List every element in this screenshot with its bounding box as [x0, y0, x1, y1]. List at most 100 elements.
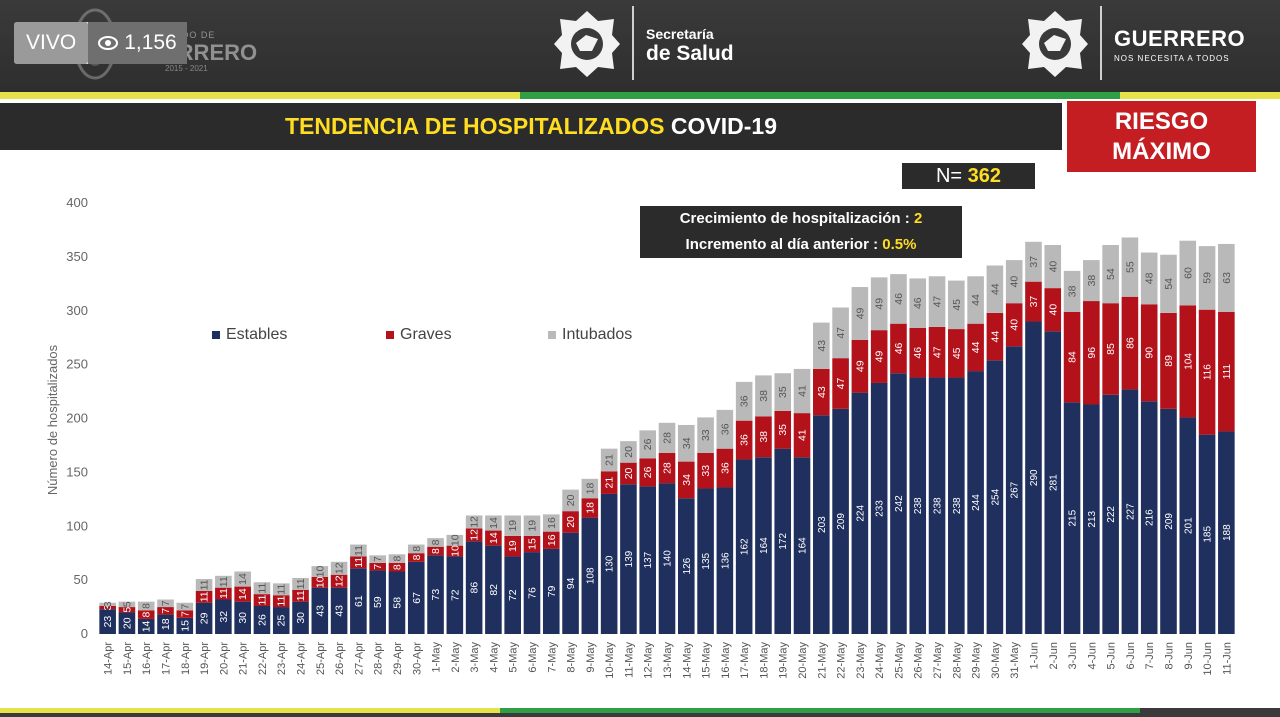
data-label: 172 — [778, 533, 789, 550]
bar-graves — [465, 528, 483, 542]
bar-estables — [465, 541, 483, 634]
footer-stripe — [0, 708, 500, 713]
bar-graves — [388, 562, 406, 572]
x-tick-label: 4-May — [488, 642, 500, 673]
data-label: 34 — [681, 474, 693, 486]
data-label: 244 — [971, 494, 982, 511]
data-label: 40 — [1009, 319, 1021, 331]
viewer-count: 1,156 — [88, 22, 187, 64]
risk-line1: RIESGO — [1114, 108, 1209, 135]
bar-intubados — [176, 602, 194, 611]
bar-intubados — [1083, 260, 1100, 302]
bar-estables — [176, 617, 194, 634]
x-tick-label: 25-Apr — [315, 642, 327, 675]
bar-graves — [253, 594, 271, 606]
bar-graves — [215, 587, 232, 600]
bar-intubados — [504, 515, 521, 536]
bar-intubados — [986, 265, 1004, 313]
bar-estables — [99, 609, 116, 634]
data-label: 40 — [1047, 261, 1059, 273]
data-label: 11 — [353, 545, 365, 556]
bar-intubados — [1121, 237, 1139, 297]
data-label: 227 — [1125, 503, 1136, 520]
y-tick-label: 400 — [66, 195, 88, 210]
x-tick-label: 22-Apr — [257, 642, 269, 675]
data-label: 11 — [199, 579, 211, 590]
data-label: 20 — [623, 467, 635, 479]
data-label: 104 — [1183, 353, 1194, 370]
data-label: 43 — [816, 386, 828, 398]
data-label: 41 — [797, 385, 809, 397]
bar-graves — [176, 610, 194, 618]
data-label: 44 — [989, 331, 1001, 343]
data-label: 29 — [199, 612, 211, 624]
bar-intubados — [369, 555, 386, 563]
bar-intubados — [677, 424, 695, 462]
data-label: 5 — [121, 601, 133, 607]
bar-graves — [1025, 281, 1042, 322]
x-tick-label: 7-Jun — [1144, 642, 1156, 670]
data-label: 28 — [662, 432, 674, 444]
increment-value: 0.5% — [882, 236, 917, 253]
data-label: 136 — [720, 552, 731, 569]
data-label: 40 — [1047, 304, 1059, 316]
data-label: 61 — [353, 595, 365, 607]
data-label: 11 — [256, 583, 268, 594]
bar-intubados — [137, 601, 155, 611]
data-label: 20 — [565, 516, 577, 528]
x-tick-label: 24-Apr — [296, 642, 308, 675]
data-label: 26 — [256, 614, 268, 626]
x-tick-label: 14-May — [681, 642, 693, 679]
data-label: 238 — [933, 497, 944, 514]
x-tick-label: 2-May — [450, 642, 462, 673]
x-tick-label: 6-May — [527, 642, 539, 673]
x-tick-label: 16-Apr — [141, 642, 153, 675]
x-tick-label: 29-Apr — [392, 642, 404, 675]
x-tick-label: 18-May — [758, 642, 770, 679]
data-label: 44 — [989, 283, 1001, 295]
data-label: 238 — [913, 497, 924, 514]
data-label: 209 — [1164, 513, 1175, 530]
data-label: 11 — [295, 578, 307, 589]
legend-estables: Estables — [212, 326, 287, 344]
data-label: 224 — [855, 505, 866, 522]
secretaria-line2: de Salud — [646, 42, 734, 65]
guerrero-seal-icon — [1022, 11, 1088, 77]
data-label: 203 — [817, 516, 828, 533]
data-label: 82 — [488, 584, 500, 596]
bar-graves — [118, 607, 136, 613]
x-tick-label: 8-Jun — [1163, 642, 1175, 670]
bar-intubados — [388, 554, 406, 563]
bar-intubados — [735, 381, 753, 421]
legend-intubados: Intubados — [548, 326, 632, 344]
data-label: 19 — [507, 540, 519, 552]
bar-intubados — [215, 575, 232, 588]
bar-intubados — [600, 448, 618, 472]
stripe-yellow — [0, 92, 520, 99]
bar-intubados — [292, 577, 309, 590]
data-label: 15 — [526, 538, 538, 550]
bar-estables — [350, 568, 367, 634]
bar-estables — [234, 601, 251, 634]
data-label: 38 — [758, 431, 770, 443]
bar-estables — [1025, 321, 1042, 634]
x-tick-label: 28-Apr — [373, 642, 385, 675]
data-label: 111 — [1222, 364, 1233, 380]
bar-graves — [909, 327, 927, 378]
x-tick-label: 4-Jun — [1086, 642, 1098, 670]
bar-estables — [1160, 408, 1177, 634]
bar-graves — [1102, 303, 1119, 395]
live-indicator[interactable]: VIVO 1,156 — [14, 22, 187, 64]
bar-graves — [542, 531, 560, 549]
data-label: 215 — [1068, 509, 1079, 526]
bar-intubados — [542, 514, 560, 532]
bar-intubados — [1005, 260, 1023, 304]
bar-estables — [118, 612, 136, 634]
data-label: 222 — [1106, 506, 1117, 523]
bar-graves — [311, 576, 329, 588]
bar-graves — [813, 368, 830, 416]
data-label: 34 — [681, 437, 693, 449]
data-label: 67 — [411, 592, 423, 604]
data-label: 8 — [391, 564, 403, 570]
guerrero-logo: GUERRERO NOS NECESITA A TODOS — [1114, 26, 1245, 63]
